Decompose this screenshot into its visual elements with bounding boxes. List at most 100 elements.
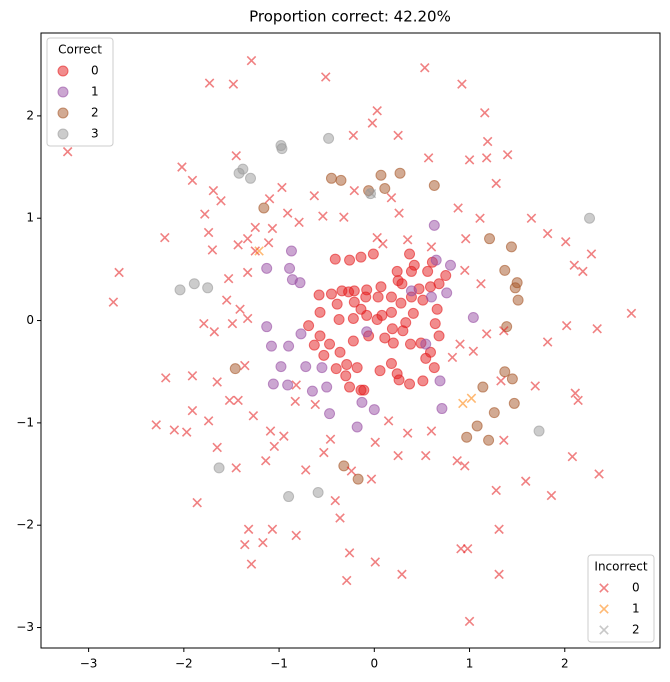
point	[370, 437, 381, 448]
point	[482, 136, 493, 147]
x-tick-label: −3	[80, 657, 98, 671]
point	[494, 569, 504, 580]
point	[573, 395, 583, 406]
point	[375, 281, 387, 293]
point	[351, 362, 363, 374]
point	[426, 242, 437, 252]
point	[355, 303, 367, 315]
point	[108, 297, 119, 307]
point	[626, 308, 637, 319]
point	[393, 450, 403, 461]
point	[404, 378, 416, 390]
point	[405, 285, 417, 297]
point	[245, 172, 257, 184]
point	[344, 254, 356, 266]
point	[335, 174, 347, 186]
point	[453, 203, 463, 213]
point	[511, 277, 523, 289]
point	[400, 317, 412, 329]
point	[283, 340, 295, 352]
point	[429, 318, 441, 330]
point	[391, 265, 403, 277]
point	[499, 264, 511, 276]
point	[505, 241, 517, 253]
point	[203, 227, 214, 238]
point	[379, 332, 391, 344]
point	[242, 267, 253, 278]
point	[285, 245, 297, 257]
point	[440, 270, 452, 282]
point	[434, 375, 446, 387]
point	[394, 167, 406, 179]
point	[560, 236, 571, 247]
point	[494, 524, 504, 535]
point	[426, 426, 437, 436]
point	[452, 455, 462, 466]
point	[360, 291, 372, 303]
point	[254, 246, 264, 256]
point	[592, 323, 602, 334]
point	[441, 287, 453, 299]
point	[491, 485, 501, 496]
point	[370, 557, 381, 567]
point	[207, 245, 218, 255]
point	[335, 513, 345, 523]
point	[263, 238, 274, 248]
point	[325, 288, 337, 300]
point	[428, 219, 440, 231]
legend-marker	[57, 86, 69, 98]
point	[561, 320, 572, 331]
point	[393, 130, 403, 141]
legend-label: 0	[91, 64, 99, 78]
point	[331, 298, 343, 310]
point	[242, 313, 253, 324]
point	[320, 72, 331, 82]
point	[283, 491, 295, 503]
point	[508, 397, 520, 409]
point	[460, 265, 470, 276]
point	[425, 291, 437, 303]
point	[355, 251, 367, 263]
point	[444, 259, 456, 271]
point	[402, 234, 413, 245]
point	[318, 211, 328, 221]
point	[330, 495, 341, 506]
point	[520, 476, 531, 486]
point	[436, 403, 448, 415]
x-tick-label: 0	[370, 657, 378, 671]
point	[233, 167, 245, 179]
point	[496, 376, 506, 386]
point	[188, 278, 200, 290]
point	[404, 338, 416, 350]
point	[224, 395, 235, 406]
point	[371, 314, 383, 326]
point	[209, 327, 220, 337]
point	[275, 361, 287, 373]
point	[428, 179, 440, 191]
point	[431, 303, 443, 315]
point	[464, 616, 475, 627]
point	[261, 321, 273, 333]
point	[477, 381, 489, 393]
point	[62, 146, 73, 157]
point	[348, 130, 359, 141]
point	[430, 254, 442, 266]
point	[424, 346, 436, 358]
legend-marker	[57, 65, 69, 77]
point	[316, 362, 328, 374]
point	[294, 277, 306, 289]
point	[491, 178, 501, 189]
plot-frame	[40, 32, 661, 649]
y-tick-label: 0	[26, 313, 34, 327]
point	[584, 212, 596, 224]
x-tick-label: −1	[270, 657, 288, 671]
point	[372, 291, 384, 303]
point	[243, 524, 254, 535]
point	[428, 362, 440, 374]
point	[260, 455, 271, 466]
point	[174, 284, 186, 296]
point	[160, 373, 171, 383]
point	[216, 196, 226, 206]
legend-marker	[599, 583, 609, 593]
